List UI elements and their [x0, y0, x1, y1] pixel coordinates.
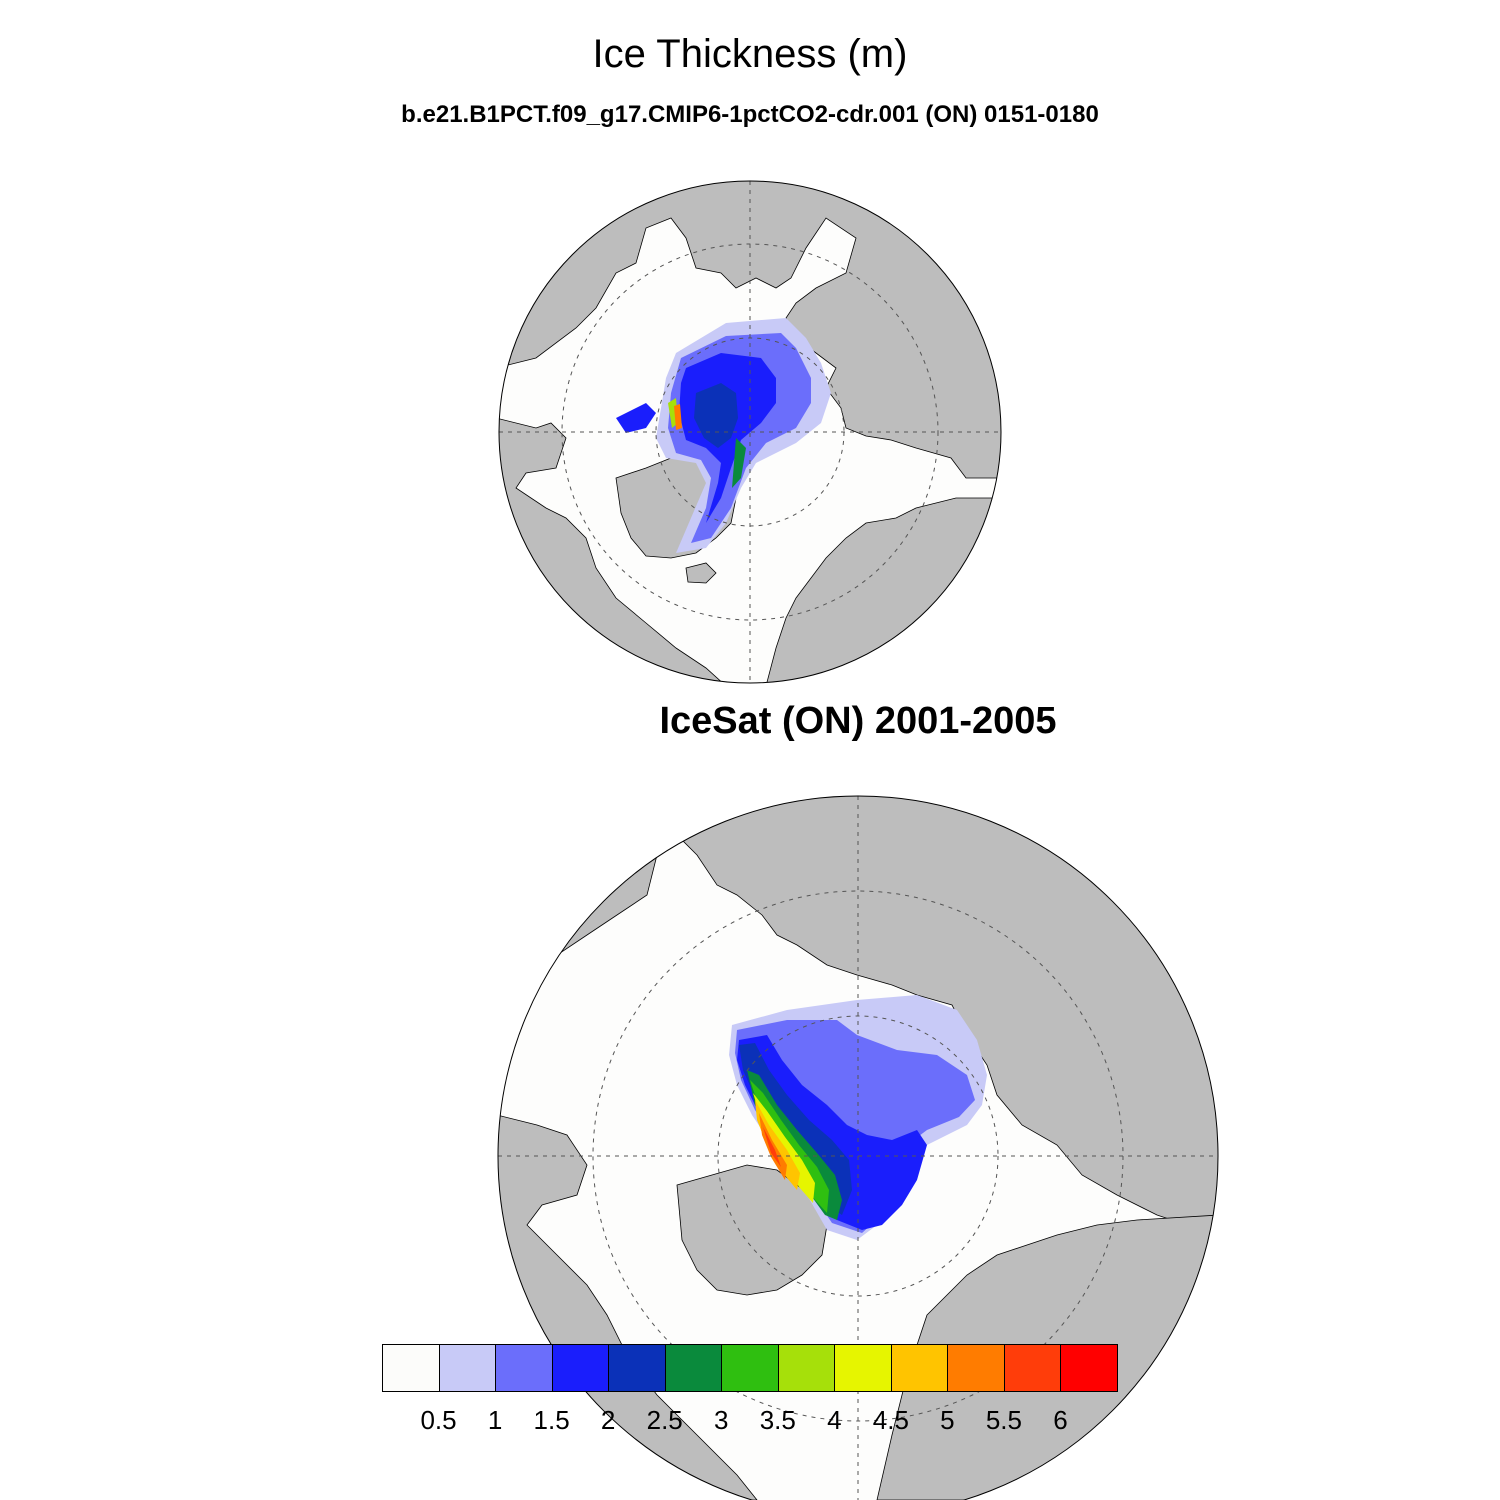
- colorbar-tick-label: 5.5: [985, 1405, 1022, 1435]
- colorbar-tick-label: 4: [827, 1405, 842, 1435]
- model-ice-layer-8: [616, 403, 656, 433]
- colorbar-box: [495, 1344, 553, 1392]
- model-map-title: b.e21.B1PCT.f09_g17.CMIP6-1pctCO2-cdr.00…: [401, 101, 1099, 128]
- colorbar-box: [834, 1344, 892, 1392]
- obs-ice-layer-2: [735, 1020, 975, 1233]
- obs-ice-layer-10: [763, 1127, 781, 1167]
- colorbar-box: [608, 1344, 666, 1392]
- colorbar-box: [438, 1344, 497, 1392]
- colorbar-tick-label: 0.5: [420, 1405, 457, 1435]
- colorbar-box: [721, 1344, 779, 1392]
- obs-ice-layer-3: [737, 1035, 927, 1230]
- colorbar-box: [1003, 1344, 1062, 1392]
- model-polar-map: [498, 180, 1002, 684]
- obs-polar-map: [497, 795, 1219, 1500]
- colorbar-tick-label: 6: [1053, 1405, 1068, 1435]
- colorbar-box: [947, 1344, 1005, 1392]
- model-ice-layer-7: [674, 404, 682, 430]
- colorbar-tick-label: 4.5: [872, 1405, 909, 1435]
- model-ice-layer-5: [732, 438, 746, 488]
- colorbar: [382, 1344, 1118, 1394]
- page-title: Ice Thickness (m): [592, 32, 908, 76]
- colorbar-box: [777, 1344, 836, 1392]
- colorbar-tick-label: 1: [487, 1405, 503, 1435]
- obs-land-eurasia: [498, 796, 1218, 1236]
- colorbar-tick-label: 2: [600, 1405, 616, 1435]
- colorbar-box: [551, 1344, 610, 1392]
- colorbar-tick-label: 2.5: [646, 1405, 683, 1435]
- colorbar-tick-label: 3: [713, 1405, 729, 1435]
- colorbar-box: [664, 1344, 723, 1392]
- colorbar-box: [1060, 1344, 1118, 1392]
- colorbar-box: [382, 1344, 440, 1392]
- colorbar-box: [890, 1344, 949, 1392]
- colorbar-tick-label: 3.5: [759, 1405, 796, 1435]
- model-land-iceland: [685, 562, 717, 584]
- model-graticule: [499, 181, 1001, 683]
- colorbar-tick-label: 5: [940, 1405, 955, 1435]
- obs-map-title: IceSat (ON) 2001-2005: [659, 700, 1057, 742]
- obs-ice-layer-8: [755, 1100, 800, 1190]
- model-land-eurasia: [499, 181, 1001, 479]
- obs-land-greenland: [676, 1164, 828, 1296]
- colorbar-tick-label: 1.5: [533, 1405, 570, 1435]
